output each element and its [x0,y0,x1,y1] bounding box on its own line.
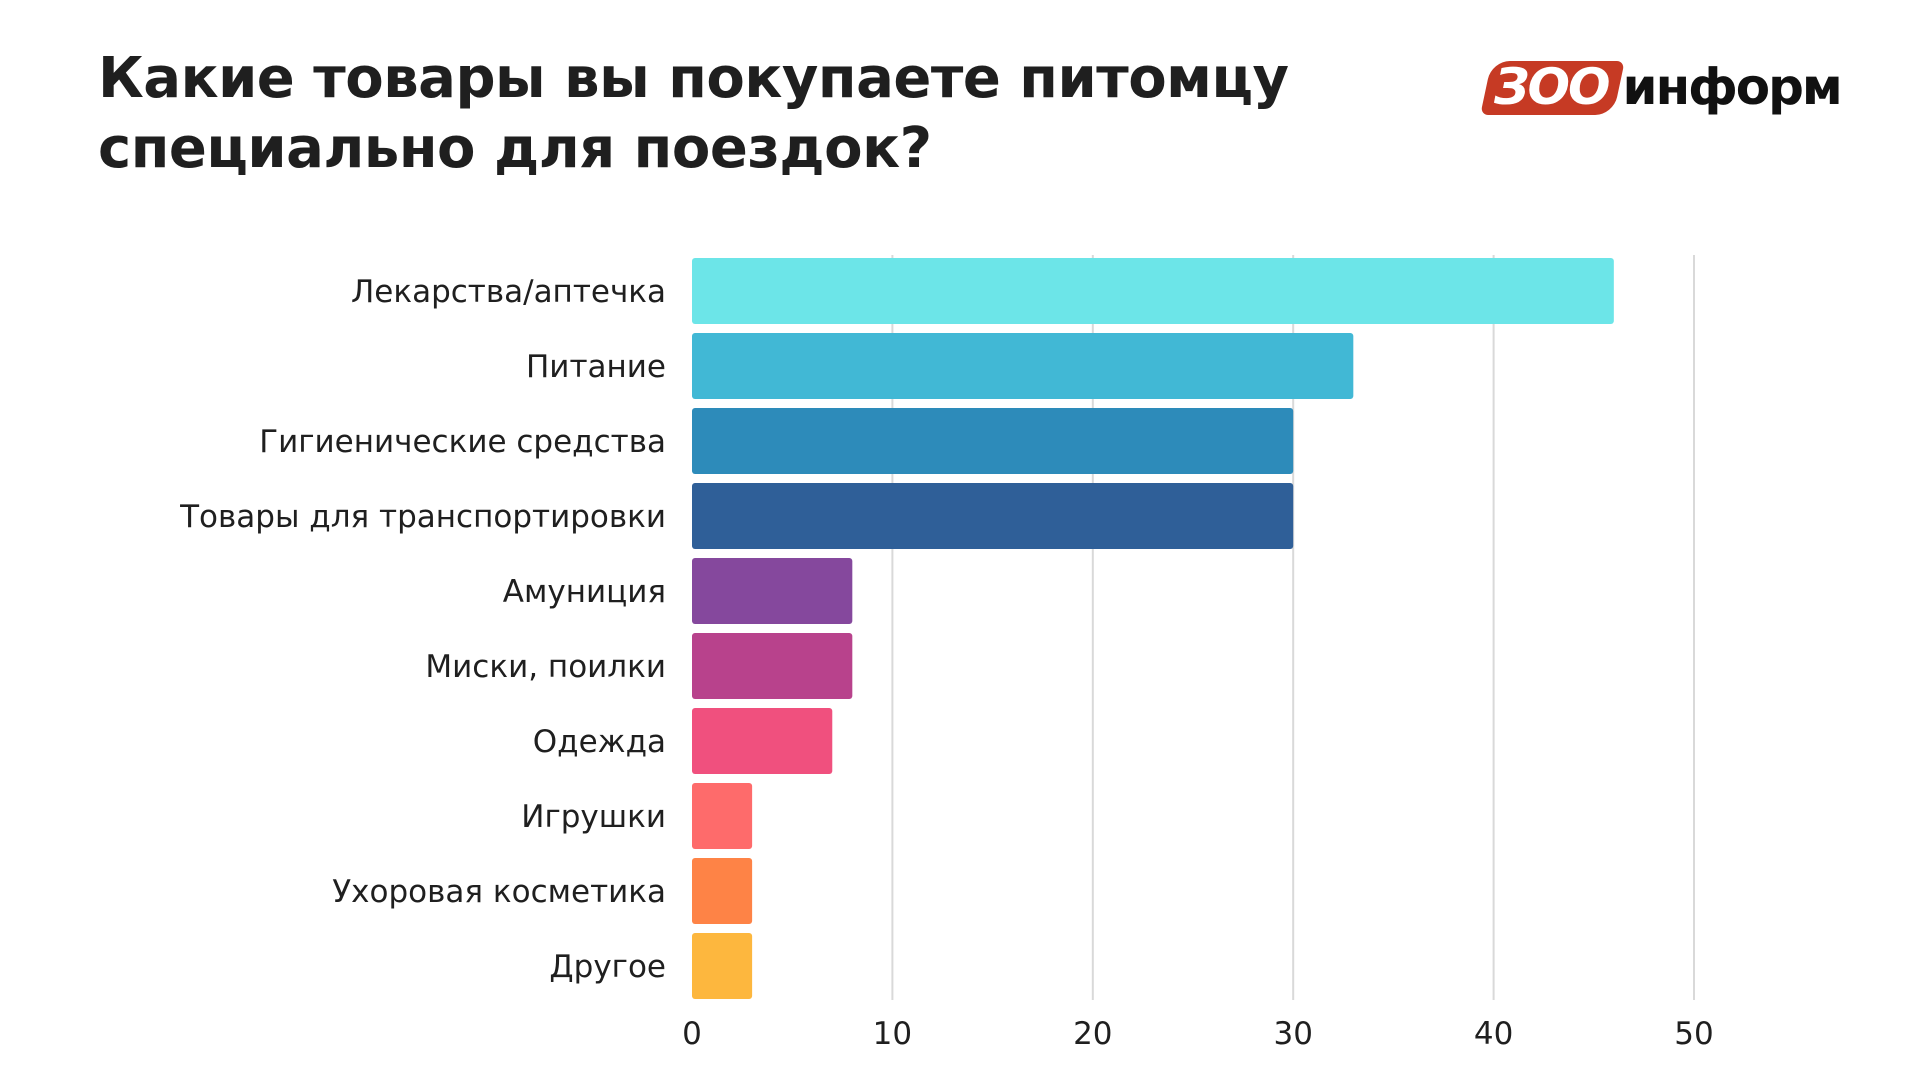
logo-badge-text: ЗОО [1494,58,1611,116]
chart-title: Какие товары вы покупаете питомцу специа… [98,44,1398,184]
x-tick-label: 10 [873,1016,912,1052]
bar [692,483,1294,549]
x-axis-ticks: 0 10 20 30 40 50 [682,1016,1714,1052]
category-label: Игрушки [521,799,666,835]
bars [692,258,1614,999]
bar [692,258,1614,324]
logo-word: информ [1622,58,1843,116]
bar [692,933,753,999]
bar [692,633,853,699]
bar [692,708,833,774]
category-label: Амуниция [503,574,666,610]
category-label: Товары для транспортировки [179,499,666,535]
chart-title-line-2: специально для поездок? [98,116,932,181]
bar [692,558,853,624]
category-label: Ухоровая косметика [332,874,666,910]
x-tick-label: 30 [1273,1016,1312,1052]
category-label: Лекарства/аптечка [351,274,666,310]
bar [692,333,1354,399]
x-tick-label: 0 [682,1016,702,1052]
category-label: Гигиенические средства [259,424,666,460]
x-tick-label: 40 [1474,1016,1513,1052]
x-tick-label: 20 [1073,1016,1112,1052]
bar [692,783,753,849]
category-label: Питание [526,349,666,385]
logo-badge: ЗОО [1486,58,1619,116]
bar [692,408,1294,474]
category-label: Миски, поилки [425,649,666,685]
category-label: Другое [549,949,666,985]
chart-title-line-1: Какие товары вы покупаете питомцу [98,46,1289,111]
brand-logo: ЗОО информ [1486,56,1843,118]
category-label: Одежда [533,724,666,760]
x-tick-label: 50 [1674,1016,1713,1052]
category-labels: Лекарства/аптечка Питание Гигиенические ср… [179,274,666,985]
bar [692,858,753,924]
